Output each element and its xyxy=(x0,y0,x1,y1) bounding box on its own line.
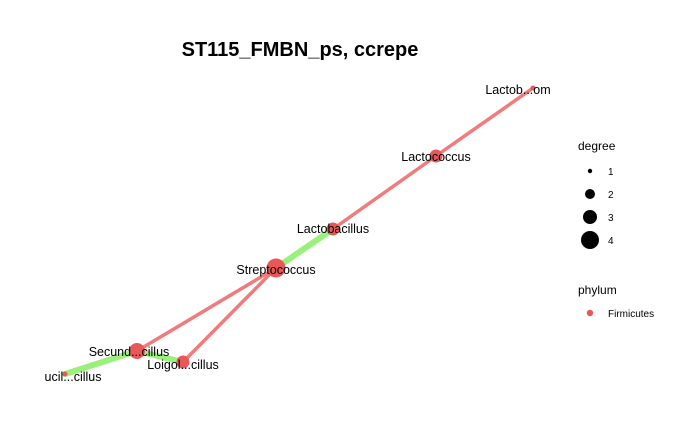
node-loigol_cillus xyxy=(176,355,190,369)
node-secund_cillus xyxy=(129,343,145,359)
edge-streptococcus-secund_cillus xyxy=(135,266,278,353)
node-label-lactococcus: Lactococcus xyxy=(401,150,470,164)
legend-degree: degree 1 2 3 4 xyxy=(578,139,616,249)
node-label-lactobacillus: Lactobacillus xyxy=(297,222,369,236)
node-lactob_om xyxy=(530,85,536,91)
edge-lactobacillus-streptococcus xyxy=(273,226,336,271)
edge-streptococcus-loigol_cillus xyxy=(181,266,278,364)
node-label-loigol_cillus: Loigol...cillus xyxy=(147,358,219,372)
legend-degree-title: degree xyxy=(578,139,616,153)
node-label-ucil_cillus: ucil...cillus xyxy=(45,370,102,384)
node-label-lactob_om: Lactob...om xyxy=(485,83,550,97)
node-lactococcus xyxy=(429,149,443,163)
node-label-secund_cillus: Secund...cillus xyxy=(89,345,170,359)
edge-lactob_om-lactococcus xyxy=(434,86,535,158)
legend-degree-label-2: 2 xyxy=(608,190,614,201)
node-lactobacillus xyxy=(326,222,340,236)
legend-degree-label-1: 1 xyxy=(608,167,614,178)
legend-degree-dot-1 xyxy=(587,168,593,174)
node-label-streptococcus: Streptococcus xyxy=(236,263,315,277)
node-ucil_cillus xyxy=(62,371,68,377)
legend-phylum-label-firmicutes: Firmicutes xyxy=(608,309,654,320)
legend-degree-label-4: 4 xyxy=(608,236,614,247)
legend-degree-dot-2 xyxy=(585,189,595,199)
label-layer: Lactob...om Lactococcus Lactobacillus Strep… xyxy=(45,83,551,384)
node-layer xyxy=(62,85,536,377)
edge-lactococcus-lactobacillus xyxy=(331,154,438,231)
edge-secund_cillus-ucil_cillus xyxy=(62,348,140,377)
node-streptococcus xyxy=(266,258,286,278)
legend-phylum: phylum Firmicutes xyxy=(578,283,654,320)
plot-title: ST115_FMBN_ps, ccrepe xyxy=(182,39,419,61)
legend-degree-label-3: 3 xyxy=(608,213,614,224)
legend-phylum-title: phylum xyxy=(578,283,617,297)
legend-phylum-dot-firmicutes xyxy=(586,309,594,317)
legend-degree-dot-3 xyxy=(583,210,597,224)
legend-degree-dot-4 xyxy=(581,231,599,249)
